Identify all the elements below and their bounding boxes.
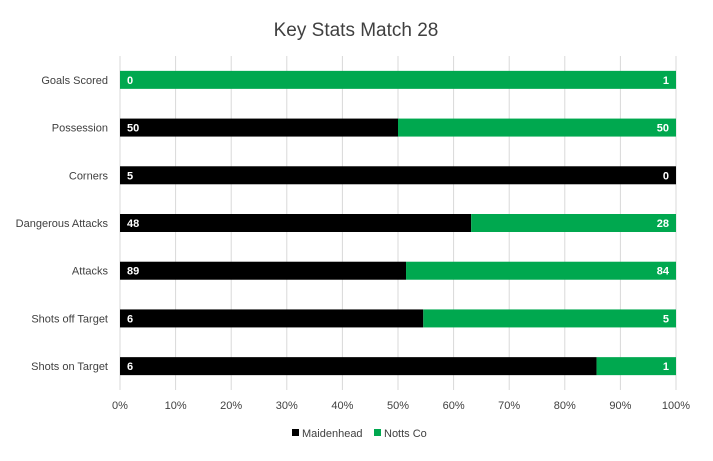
data-label: 0	[663, 170, 669, 182]
bar-maidenhead	[120, 357, 597, 376]
legend: Maidenhead Notts Co	[292, 428, 427, 440]
data-label: 84	[657, 266, 670, 278]
x-tick-label: 40%	[331, 400, 353, 412]
category-label: Corners	[69, 170, 109, 182]
x-tick-label: 80%	[554, 400, 576, 412]
data-label: 5	[127, 170, 133, 182]
data-label: 89	[127, 266, 139, 278]
chart-title: Key Stats Match 28	[274, 20, 439, 41]
x-tick-label: 100%	[662, 400, 690, 412]
x-tick-label: 20%	[220, 400, 242, 412]
bar-notts-co	[406, 261, 676, 280]
bar-maidenhead	[120, 118, 398, 137]
data-label: 0	[127, 75, 133, 87]
category-label: Goals Scored	[41, 75, 108, 87]
category-labels: Goals Scored Possession Corners Dangerous A…	[16, 75, 109, 373]
legend-label: Maidenhead	[302, 428, 363, 440]
category-label: Shots on Target	[31, 361, 108, 373]
bar-notts-co	[596, 357, 676, 376]
x-tick-label: 30%	[276, 400, 298, 412]
bar-notts-co	[423, 309, 676, 328]
bar-notts-co	[471, 214, 676, 232]
data-label: 50	[127, 123, 139, 135]
x-tick-labels: 0% 10% 20% 30% 40% 50% 60% 70% 80% 90% 100%	[112, 400, 690, 412]
x-tick-label: 70%	[498, 400, 520, 412]
category-label: Possession	[52, 123, 108, 135]
category-label: Attacks	[72, 266, 109, 278]
legend-swatch	[292, 429, 299, 436]
bar-notts-co	[398, 118, 676, 137]
data-label: 28	[657, 218, 669, 230]
x-tick-label: 10%	[165, 400, 187, 412]
data-label: 50	[657, 123, 669, 135]
category-label: Shots off Target	[31, 313, 108, 325]
bar-maidenhead	[120, 261, 407, 280]
data-label: 48	[127, 218, 139, 230]
data-label: 5	[663, 313, 669, 325]
bar-notts-co	[120, 70, 676, 89]
data-label: 1	[663, 361, 669, 373]
x-tick-label: 90%	[609, 400, 631, 412]
bar-maidenhead	[120, 166, 676, 185]
data-label: 6	[127, 313, 133, 325]
data-label: 1	[663, 75, 669, 87]
bar-maidenhead	[120, 309, 424, 328]
x-tick-label: 50%	[387, 400, 409, 412]
bar-maidenhead	[120, 214, 472, 232]
legend-swatch	[374, 429, 381, 436]
x-tick-label: 0%	[112, 400, 128, 412]
category-label: Dangerous Attacks	[16, 218, 109, 230]
legend-label: Notts Co	[384, 428, 427, 440]
x-tick-label: 60%	[443, 400, 465, 412]
data-label: 6	[127, 361, 133, 373]
